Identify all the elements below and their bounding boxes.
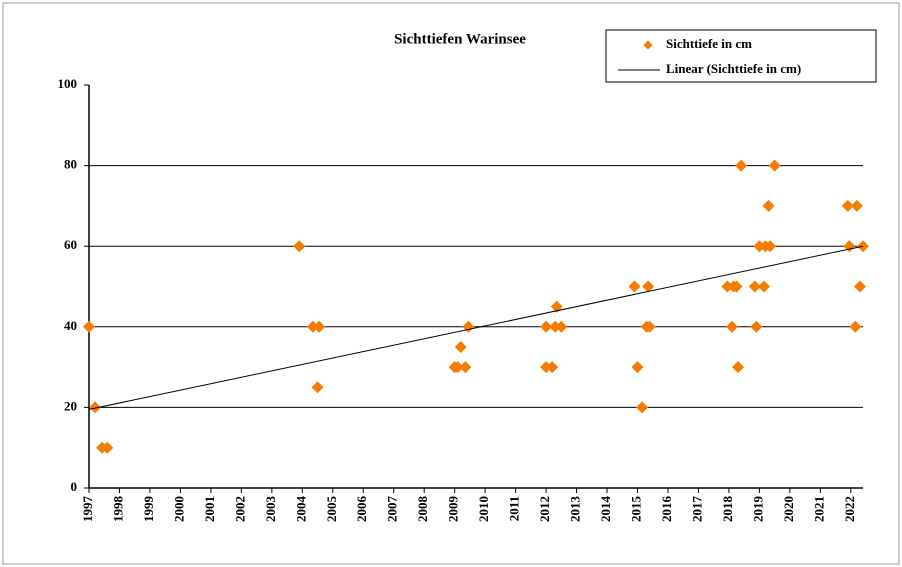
point [451,361,464,374]
point [549,320,562,333]
point [636,401,649,414]
point [643,320,656,333]
x-tick-label: 2006 [354,496,369,523]
x-tick-label: 2007 [385,496,400,523]
point [89,401,102,414]
point [540,320,553,333]
point [762,199,775,212]
x-tick-label: 2022 [842,496,857,522]
x-tick-label: 2010 [476,496,491,522]
x-tick-label: 2000 [171,496,186,522]
point [753,240,766,253]
point [768,159,781,172]
y-tick-label: 20 [64,398,77,413]
point [83,320,95,333]
legend-marker [643,40,653,50]
x-tick-label: 2009 [446,496,461,523]
x-tick-label: 2012 [537,496,552,522]
y-tick-label: 80 [64,157,77,172]
x-tick-label: 2021 [811,496,826,522]
x-tick-label: 2011 [507,496,522,521]
point [540,361,553,374]
point [631,361,644,374]
x-tick-label: 2014 [598,496,613,523]
point [764,240,777,253]
point [101,441,114,454]
legend-box [605,29,877,83]
point [730,280,743,293]
y-tick-label: 40 [64,318,77,333]
x-tick-label: 2016 [659,496,674,523]
x-tick-label: 2018 [720,496,735,523]
legend-label: Linear (Sichttiefe in cm) [666,61,801,76]
x-tick-label: 2013 [568,496,583,523]
point [725,320,738,333]
point [642,280,655,293]
x-tick-label: 1998 [110,496,125,523]
x-tick-label: 2008 [415,496,430,523]
point [313,320,326,333]
point [555,320,568,333]
x-tick-label: 1997 [80,496,95,523]
y-tick-label: 0 [71,479,78,494]
x-tick-label: 2019 [750,496,765,523]
point [546,361,559,374]
point [849,320,862,333]
point [311,381,324,394]
x-tick-label: 2004 [293,496,308,523]
point [459,361,472,374]
point [853,280,866,293]
x-tick-label: 2001 [202,496,217,522]
x-tick-label: 1999 [141,496,156,523]
x-tick-label: 2015 [628,496,643,523]
point [841,199,854,212]
x-tick-label: 2020 [781,496,796,522]
point [757,280,770,293]
point [293,240,306,253]
point [306,320,319,333]
point [735,159,748,172]
chart-title: Sichttiefen Warinsee [394,31,526,47]
point [628,280,641,293]
x-tick-label: 2002 [232,496,247,522]
point [732,361,745,374]
point [454,340,467,353]
y-tick-label: 60 [64,237,77,252]
legend-label: Sichttiefe in cm [666,36,752,51]
y-tick-label: 100 [58,76,78,91]
x-tick-label: 2017 [689,496,704,523]
x-tick-label: 2005 [324,496,339,523]
x-tick-label: 2003 [263,496,278,523]
point [748,280,761,293]
point [721,280,734,293]
point [843,240,856,253]
trend-line [88,245,864,410]
point [850,199,863,212]
point [750,320,763,333]
